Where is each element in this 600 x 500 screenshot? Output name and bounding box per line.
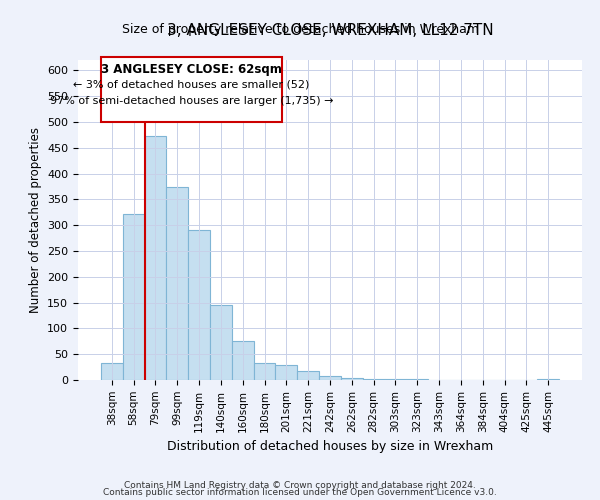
Bar	[537, 379, 559, 380]
Bar	[232, 342, 254, 380]
X-axis label: Distribution of detached houses by size in Wrexham: Distribution of detached houses by size …	[167, 440, 493, 453]
Bar	[101, 58, 282, 122]
Bar	[145, 136, 166, 380]
Bar	[166, 187, 188, 380]
Text: 97% of semi-detached houses are larger (1,735) →: 97% of semi-detached houses are larger (…	[50, 96, 333, 106]
Bar	[101, 363, 123, 380]
Bar	[341, 378, 363, 380]
Bar	[319, 376, 341, 380]
Bar	[254, 364, 275, 380]
Text: 3 ANGLESEY CLOSE: 62sqm: 3 ANGLESEY CLOSE: 62sqm	[101, 62, 282, 76]
Bar	[275, 365, 297, 380]
Bar	[188, 230, 210, 380]
Bar	[210, 305, 232, 380]
Text: Contains HM Land Registry data © Crown copyright and database right 2024.: Contains HM Land Registry data © Crown c…	[124, 480, 476, 490]
Y-axis label: Number of detached properties: Number of detached properties	[29, 127, 41, 313]
Bar	[363, 379, 385, 380]
Text: ← 3% of detached houses are smaller (52): ← 3% of detached houses are smaller (52)	[73, 79, 310, 89]
Text: Size of property relative to detached houses in Wrexham: Size of property relative to detached ho…	[121, 22, 479, 36]
Bar	[297, 371, 319, 380]
Title: 3, ANGLESEY CLOSE, WREXHAM, LL12 7TN: 3, ANGLESEY CLOSE, WREXHAM, LL12 7TN	[167, 23, 493, 38]
Bar	[123, 214, 145, 380]
Text: Contains public sector information licensed under the Open Government Licence v3: Contains public sector information licen…	[103, 488, 497, 497]
